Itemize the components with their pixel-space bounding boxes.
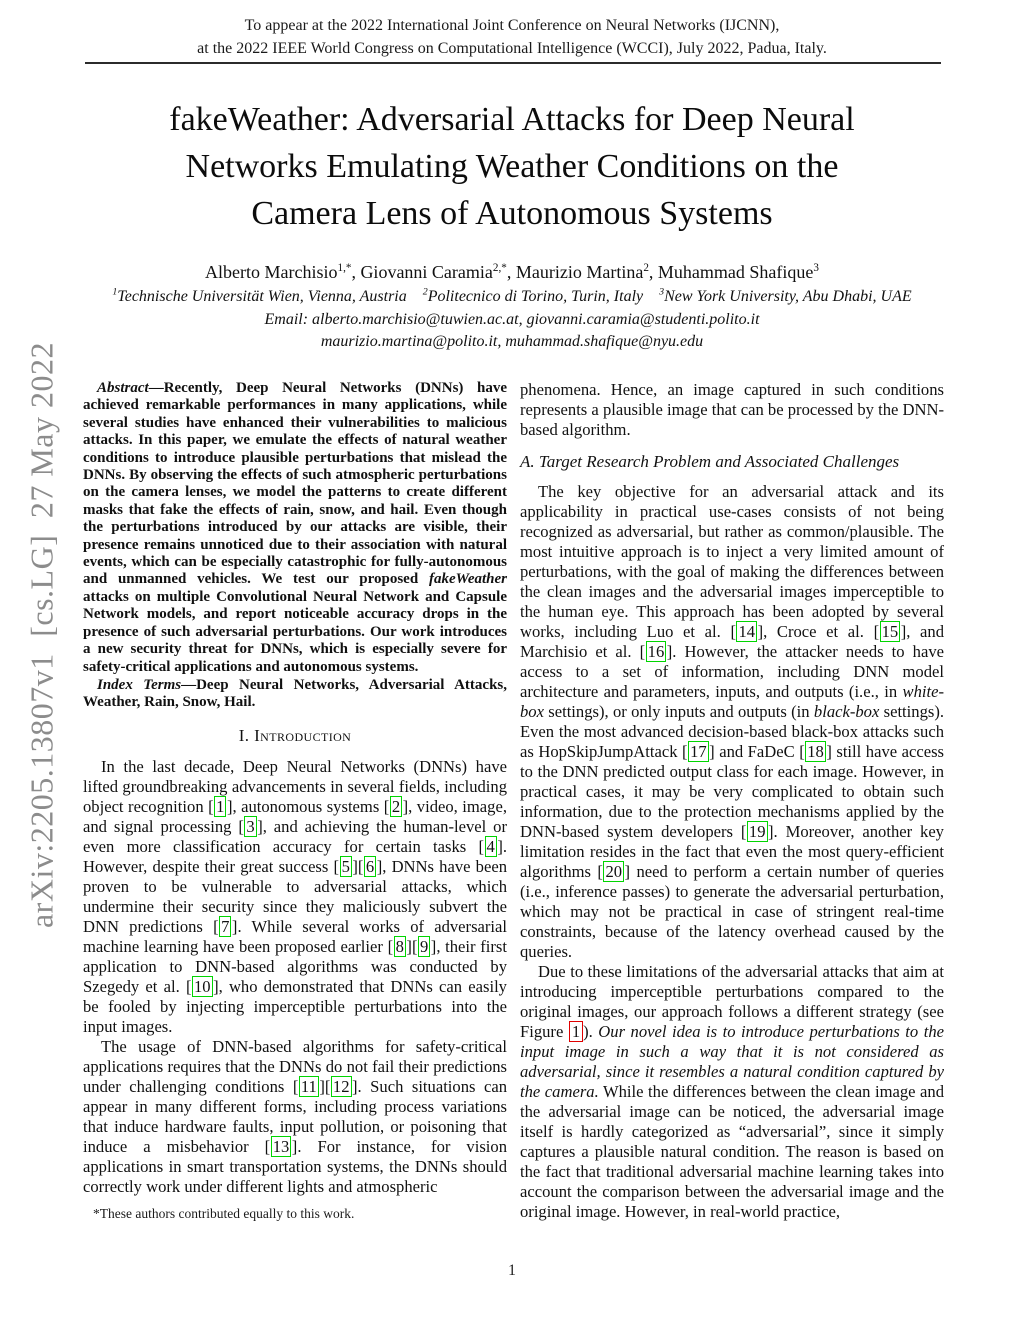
right-column: phenomena. Hence, an image captured in s… — [520, 380, 944, 1222]
text-segment: , Giovanni Caramia — [351, 262, 493, 282]
right-paragraph-3: Due to these limitations of the adversar… — [520, 962, 944, 1222]
abstract: Abstract—Recently, Deep Neural Networks … — [83, 380, 507, 676]
citation-link[interactable]: 7 — [219, 915, 232, 937]
citation-link[interactable]: 19 — [746, 821, 768, 842]
email-line1: Email: alberto.marchisio@tuwien.ac.at, g… — [264, 311, 760, 328]
text-segment: , and achieving the human-level or even … — [83, 816, 507, 856]
paper-title-line2: Networks Emulating Weather Conditions on… — [185, 148, 839, 185]
text-segment: , DNNs have been proven to be vulnerable… — [83, 856, 507, 936]
text-segment: , Maurizio Martina — [506, 262, 644, 282]
right-paragraph-1: phenomena. Hence, an image captured in s… — [520, 380, 944, 440]
text-segment: , Muhammad Shafique — [648, 262, 814, 282]
text-segment: While the differences between the clean … — [520, 1082, 944, 1221]
text-segment: settings), or only inputs and outputs (i… — [543, 702, 814, 721]
citation-link[interactable]: 6 — [363, 855, 377, 877]
author-list: Alberto Marchisio1,*, Giovanni Caramia2,… — [0, 261, 1024, 283]
citation-link[interactable]: 14 — [736, 621, 758, 642]
citation-link[interactable]: 17 — [688, 741, 709, 762]
text-segment: The usage of DNN-based algorithms for sa… — [83, 1036, 507, 1096]
text-segment: , Croce et al. — [763, 622, 874, 641]
text-segment: Index Terms — [97, 676, 182, 693]
intro-paragraph-2: The usage of DNN-based algorithms for sa… — [83, 1036, 507, 1196]
text-segment: black-box — [813, 702, 880, 721]
text-segment: 3 — [813, 262, 819, 274]
text-segment: 2,* — [492, 262, 507, 274]
text-segment: Abstract — [97, 380, 149, 396]
conference-header: To appear at the 2022 International Join… — [0, 14, 1024, 60]
text-segment: . For instance, for vision applications … — [83, 1136, 507, 1196]
text-segment: . However, despite their great success — [83, 836, 507, 876]
text-segment: and FaDeC — [714, 742, 800, 761]
text-segment: 1 — [112, 286, 118, 298]
figure-ref-link[interactable]: 1 — [569, 1021, 583, 1042]
section-heading-introduction: I. Introduction — [238, 725, 352, 745]
text-segment: , and Marchisio et al. — [520, 622, 944, 661]
citation-link[interactable]: 8 — [393, 935, 406, 957]
index-terms: Index Terms—Deep Neural Networks, Advers… — [83, 677, 507, 712]
conference-header-line2: at the 2022 IEEE World Congress on Compu… — [197, 40, 827, 57]
citation-link[interactable]: 4 — [484, 835, 497, 857]
header-divider — [85, 62, 941, 64]
text-segment: . While several works of adversarial mac… — [83, 916, 507, 956]
citation-link[interactable]: 2 — [389, 795, 403, 817]
text-segment: —Deep Neural Networks, Adversarial Attac… — [83, 676, 507, 711]
text-segment: The key objective for an adversarial att… — [520, 482, 944, 641]
text-segment: New York University, Abu Dhabi, UAE — [664, 288, 912, 305]
text-segment: still have access to the DNN predicted o… — [520, 742, 944, 841]
citation-link[interactable]: 20 — [603, 861, 625, 882]
text-segment: attacks on multiple Convolutional Neural… — [83, 588, 507, 675]
citation-link[interactable]: 13 — [270, 1135, 292, 1157]
left-column: Abstract—Recently, Deep Neural Networks … — [83, 380, 507, 1197]
right-paragraph-2: The key objective for an adversarial att… — [520, 482, 945, 961]
citation-link[interactable]: 11 — [298, 1075, 319, 1097]
text-segment: , autonomous systems — [232, 796, 384, 816]
text-segment: white-box — [520, 682, 944, 721]
intro-paragraph-1: In the last decade, Deep Neural Networks… — [83, 756, 507, 1036]
citation-link[interactable]: 9 — [417, 935, 431, 957]
subsection-heading-a: A. Target Research Problem and Associate… — [520, 452, 900, 471]
page-number: 1 — [508, 1262, 516, 1279]
text-segment: —Recently, Deep Neural Networks (DNNs) h… — [83, 380, 507, 588]
text-segment: fakeWeather — [428, 571, 507, 588]
text-segment: In the last decade, Deep Neural Networks… — [83, 756, 507, 816]
citation-link[interactable]: 10 — [191, 975, 213, 997]
text-segment: Technische Universität Wien, Vienna, Aus… — [117, 288, 423, 305]
text-segment: , their first application to DNN-based a… — [83, 936, 507, 996]
citation-link[interactable]: 18 — [805, 741, 826, 762]
citation-link[interactable]: 16 — [645, 641, 667, 662]
paper-title-line3: Camera Lens of Autonomous Systems — [251, 195, 773, 232]
text-segment: , video, image, and signal processing — [83, 796, 507, 836]
text-segment: . Such situations can appear in many dif… — [83, 1076, 507, 1156]
arxiv-watermark: arXiv:2205.13807v1 [cs.LG] 27 May 2022 — [23, 341, 60, 929]
email-line2: maurizio.martina@polito.it, muhammad.sha… — [320, 333, 704, 350]
affiliations: 1Technische Universität Wien, Vienna, Au… — [0, 287, 1024, 307]
text-segment: 3 — [659, 286, 665, 298]
text-segment: Politecnico di Torino, Turin, Italy — [427, 288, 660, 305]
text-segment: . Moreover, another key limitation resid… — [520, 822, 944, 881]
text-segment: Due to these limitations of the adversar… — [520, 962, 944, 1041]
text-segment: . However, the attacker needs to have ac… — [520, 642, 944, 701]
text-segment: 1,* — [337, 262, 352, 274]
citation-link[interactable]: 3 — [244, 815, 257, 837]
text-segment: phenomena. Hence, an image captured in s… — [520, 380, 944, 439]
paper-title-line1: fakeWeather: Adversarial Attacks for Dee… — [169, 101, 855, 138]
text-segment: settings). Even the most advanced decisi… — [520, 702, 945, 761]
text-segment: , who demonstrated that DNNs can easily … — [83, 976, 507, 1036]
text-segment: 2 — [422, 286, 428, 298]
author-footnote: *These authors contributed equally to th… — [83, 1206, 507, 1222]
text-segment: 2 — [643, 262, 649, 274]
citation-link[interactable]: 1 — [214, 795, 227, 817]
footnote-text: *These authors contributed equally to th… — [93, 1206, 355, 1221]
text-segment: ). — [583, 1022, 599, 1041]
citation-link[interactable]: 12 — [330, 1075, 352, 1097]
text-segment: Alberto Marchisio — [205, 262, 338, 282]
text-segment: need to perform a certain number of quer… — [520, 862, 944, 961]
citation-link[interactable]: 15 — [879, 621, 901, 642]
text-segment: Our novel idea is to introduce perturbat… — [520, 1022, 944, 1101]
conference-header-line1: To appear at the 2022 International Join… — [244, 17, 780, 34]
paper-title: fakeWeather: Adversarial Attacks for Dee… — [62, 96, 962, 237]
citation-link[interactable]: 5 — [339, 855, 352, 877]
